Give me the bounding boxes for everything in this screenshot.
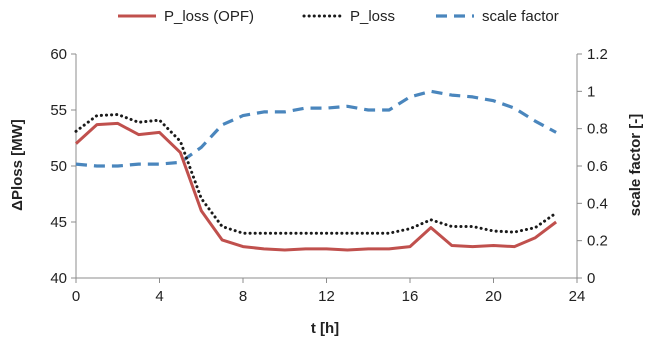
y-tick-label: 45 [50, 214, 67, 231]
y2-tick-label: 1 [587, 83, 595, 100]
x-tick-label: 4 [155, 288, 163, 305]
axes: 0 4 8 12 16 20 24 40 45 50 55 60 0 0.2 0.4 0.6 0.8 1 1.2 [50, 46, 608, 305]
legend-label: scale factor [482, 8, 559, 25]
x-tick-label: 24 [569, 288, 586, 305]
y-axis-title: ΔPloss [MW] [9, 119, 26, 211]
x-axis-title: t [h] [311, 320, 339, 337]
legend: P_loss (OPF) P_loss scale factor [118, 8, 559, 25]
y-tick-label: 60 [50, 46, 67, 63]
y2-tick-label: 0.2 [587, 233, 608, 250]
x-tick-label: 8 [239, 288, 247, 305]
x-tick-label: 20 [485, 288, 502, 305]
x-tick-label: 16 [402, 288, 419, 305]
x-tick-label: 12 [318, 288, 335, 305]
x-tick-label: 0 [72, 288, 80, 305]
y-tick-label: 40 [50, 270, 67, 287]
y2-tick-label: 0 [587, 270, 595, 287]
series-line-p-loss [74, 113, 558, 235]
y2-tick-label: 0.4 [587, 195, 608, 212]
legend-label: P_loss (OPF) [164, 8, 254, 25]
y-tick-label: 50 [50, 158, 67, 175]
series-line-p-loss-opf [74, 121, 558, 252]
y2-tick-label: 1.2 [587, 46, 608, 63]
plot-area [74, 89, 558, 252]
y2-axis-title: scale factor [-] [627, 114, 644, 217]
legend-label: P_loss [350, 8, 395, 25]
y2-tick-label: 0.6 [587, 158, 608, 175]
y2-tick-label: 0.8 [587, 121, 608, 138]
series-line-scale-factor [75, 89, 557, 168]
y-tick-label: 55 [50, 102, 67, 119]
